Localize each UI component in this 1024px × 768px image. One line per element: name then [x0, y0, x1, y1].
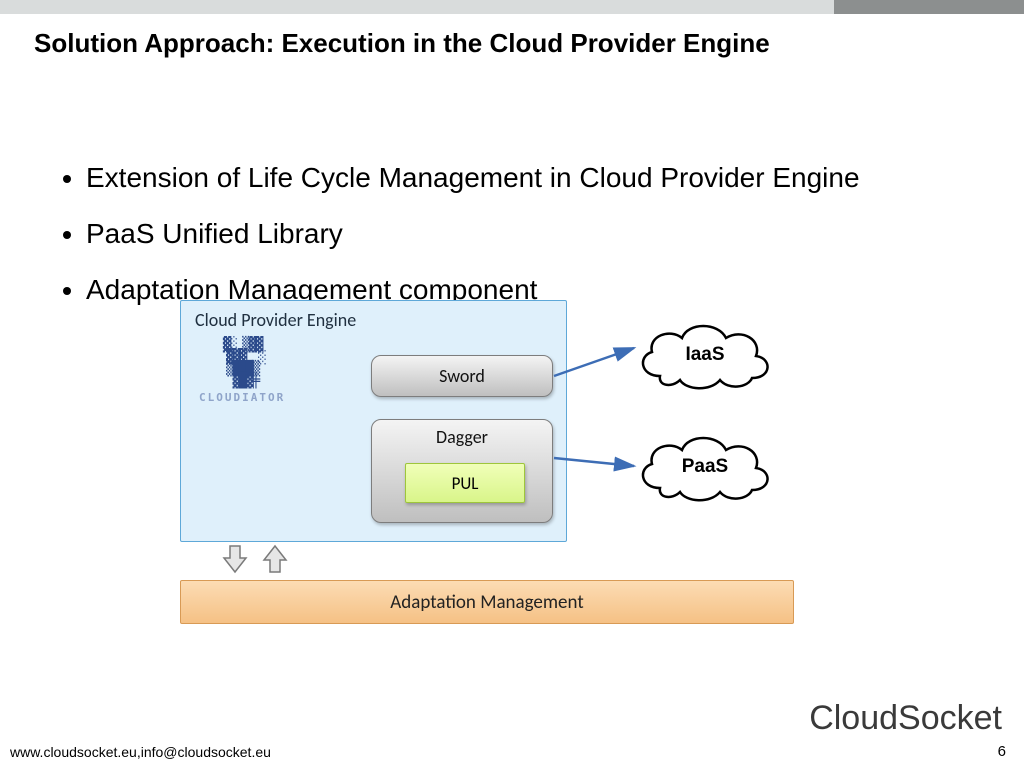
block-arrow-up-icon — [262, 544, 288, 574]
architecture-diagram: Cloud Provider Engine ▓░ ▒▓▓ ▓▓▓ ░▒███▒ … — [180, 300, 880, 660]
engine-title: Cloud Provider Engine — [195, 309, 356, 331]
iaas-label: IaaS — [630, 316, 780, 394]
page-number: 6 — [998, 743, 1006, 760]
slide-title: Solution Approach: Execution in the Clou… — [34, 28, 770, 59]
bullet-item: PaaS Unified Library — [86, 208, 860, 260]
adaptation-management-box: Adaptation Management — [180, 580, 794, 624]
iaas-cloud: IaaS — [630, 316, 780, 394]
brand-part1: Cloud — [809, 699, 898, 737]
top-bar-accent — [834, 0, 1024, 14]
footer-contact: www.cloudsocket.eu,info@cloudsocket.eu — [10, 744, 271, 760]
bullet-list: Extension of Life Cycle Management in Cl… — [46, 152, 860, 319]
brand-part2: Socket — [898, 699, 1002, 737]
sword-component: Sword — [371, 355, 553, 397]
cloudiator-pixel-icon: ▓░ ▒▓▓ ▓▓▓ ░▒███▒ ▓█▓╪ — [199, 339, 285, 387]
paas-cloud: PaaS — [630, 428, 780, 506]
paas-label: PaaS — [630, 428, 780, 506]
cloudiator-logo: ▓░ ▒▓▓ ▓▓▓ ░▒███▒ ▓█▓╪ CLOUDIATOR — [199, 339, 285, 404]
block-arrow-down-icon — [222, 544, 248, 574]
cloud-provider-engine-box: Cloud Provider Engine ▓░ ▒▓▓ ▓▓▓ ░▒███▒ … — [180, 300, 567, 542]
cloudiator-label: CLOUDIATOR — [199, 391, 285, 404]
bullet-item: Extension of Life Cycle Management in Cl… — [86, 152, 860, 204]
pul-component: PUL — [405, 463, 525, 503]
brand-logo: CloudSocket — [809, 699, 1002, 738]
